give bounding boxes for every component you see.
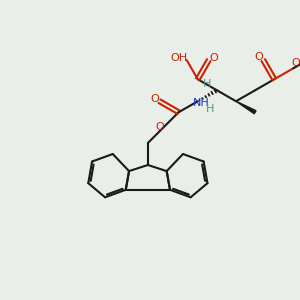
Text: O: O [254,52,262,62]
Text: NH: NH [192,98,209,108]
Text: H: H [203,79,211,89]
Text: O: O [155,122,164,132]
Text: OH: OH [170,53,187,63]
Text: O: O [291,58,300,68]
Text: O: O [150,94,159,104]
Polygon shape [236,101,256,114]
Text: O: O [209,53,218,63]
Text: H: H [206,104,214,114]
